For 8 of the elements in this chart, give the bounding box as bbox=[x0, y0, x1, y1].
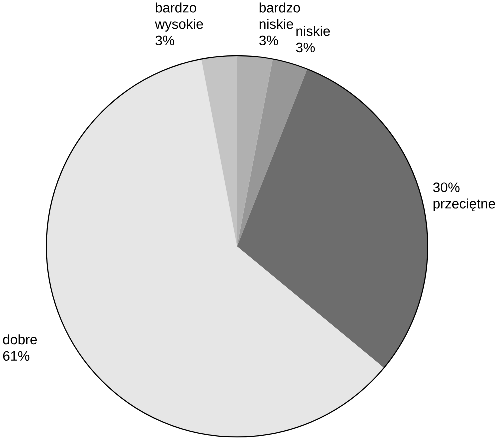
slice-label: dobre bbox=[3, 334, 38, 345]
slice-label: przeciętne bbox=[434, 198, 496, 212]
data-label: 30% bbox=[433, 182, 460, 192]
data-label: 3% bbox=[260, 36, 278, 46]
data-label: 3% bbox=[296, 43, 316, 53]
data-label: 61% bbox=[3, 351, 30, 362]
slice-label: bardzo wysokie bbox=[155, 2, 204, 32]
data-label: 3% bbox=[156, 36, 174, 46]
